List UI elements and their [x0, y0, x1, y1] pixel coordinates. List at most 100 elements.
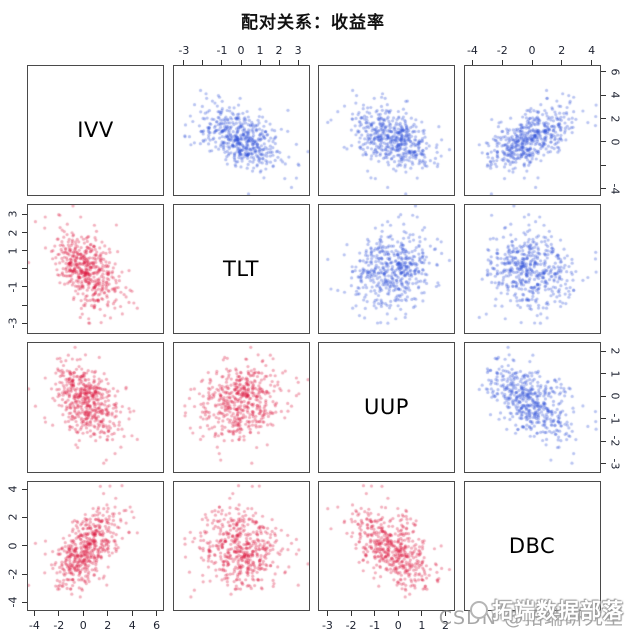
axis-tick-label: 0 [394, 619, 402, 632]
diag-panel-IVV: IVV [27, 65, 164, 196]
axis-tick-label: 1 [418, 619, 426, 632]
axis-tick-label: 4 [128, 619, 136, 632]
axis-tick [202, 60, 204, 65]
scatter-canvas [464, 204, 600, 334]
scatter-canvas [28, 343, 163, 472]
axis-tick [183, 60, 185, 65]
axis-tick [600, 395, 606, 397]
scatter-panel-TLT-vs-UUP [318, 203, 455, 334]
axis-tick-label: -2 [6, 568, 20, 580]
brand-logo-icon [470, 601, 488, 619]
axis-tick [501, 60, 503, 65]
axis-tick-label: -3 [178, 44, 190, 57]
axis-tick [600, 71, 606, 73]
scatter-canvas [173, 343, 309, 472]
axis-tick [22, 573, 27, 575]
page-title: 配对关系：收益率 [241, 13, 385, 33]
axis-tick-label: 2 [6, 513, 20, 521]
axis-tick-label: 2 [558, 44, 566, 57]
axis-tick [561, 60, 563, 65]
axis-tick-label: -4 [608, 183, 621, 194]
scatter-panel-DBC-vs-IVV [27, 480, 164, 611]
scatter-canvas [28, 204, 163, 334]
scatter-canvas [464, 66, 600, 195]
axis-tick [278, 60, 280, 65]
axis-tick-label: -4 [6, 597, 20, 608]
axis-tick [22, 516, 27, 518]
scatter-panel-UUP-vs-DBC [463, 342, 601, 473]
axis-tick [22, 286, 27, 288]
axis-tick [350, 611, 352, 616]
axis-tick [22, 601, 27, 603]
axis-tick [131, 611, 133, 616]
axis-tick-label: 0 [528, 44, 536, 57]
axis-tick-label: 2 [275, 44, 283, 57]
axis-tick-label: 4 [6, 485, 20, 493]
axis-tick-label: 3 [6, 210, 20, 218]
axis-tick [297, 60, 299, 65]
axis-tick [445, 611, 447, 616]
axis-tick-label: -1 [216, 44, 228, 57]
axis-tick [397, 611, 399, 616]
axis-tick [600, 350, 606, 352]
axis-tick [600, 418, 606, 419]
axis-tick-label: 6 [153, 619, 161, 632]
axis-tick [600, 164, 606, 166]
axis-tick [22, 488, 27, 490]
scatter-canvas [319, 204, 454, 334]
scatter-panel-DBC-vs-UUP [318, 480, 455, 611]
axis-tick [600, 373, 606, 374]
axis-tick-label: -4 [28, 619, 40, 632]
axis-tick [600, 463, 606, 464]
axis-tick [374, 611, 376, 616]
axis-tick-label: 3 [294, 44, 302, 57]
axis-tick [156, 611, 158, 616]
axis-tick [221, 60, 223, 65]
scatter-panel-UUP-vs-TLT [172, 342, 310, 473]
axis-tick-label: -2 [496, 44, 508, 57]
axis-tick [22, 545, 27, 547]
watermark-brand: 拓端数据部落 [470, 595, 624, 625]
axis-tick [22, 232, 27, 233]
scatter-panel-IVV-vs-UUP [318, 65, 455, 196]
axis-tick [82, 611, 84, 616]
axis-tick [259, 60, 261, 65]
diag-panel-UUP: UUP [318, 342, 455, 473]
scatter-canvas [319, 66, 454, 195]
axis-tick [22, 250, 27, 252]
axis-tick-label: -2 [53, 619, 65, 632]
var-label-TLT: TLT [223, 256, 259, 281]
diag-panel-TLT: TLT [172, 203, 310, 334]
axis-tick [600, 440, 606, 442]
var-label-IVV: IVV [77, 118, 114, 143]
axis-tick-label: 6 [608, 68, 621, 76]
axis-tick [58, 611, 60, 616]
axis-tick-label: 4 [588, 44, 596, 57]
axis-tick [600, 141, 606, 143]
axis-tick [600, 94, 606, 96]
scatter-panel-DBC-vs-TLT [172, 480, 310, 611]
axis-tick [22, 304, 27, 306]
scatter-panel-IVV-vs-TLT [172, 65, 310, 196]
scatter-panel-TLT-vs-DBC [463, 203, 601, 334]
axis-tick-label: -1 [6, 281, 20, 293]
axis-tick-label: 2 [442, 619, 450, 632]
axis-tick-label: -3 [321, 619, 333, 632]
axis-tick-label: -3 [6, 317, 20, 329]
axis-tick [591, 60, 593, 65]
axis-tick [22, 213, 27, 215]
scatter-canvas [173, 66, 309, 195]
axis-tick-label: -4 [466, 44, 478, 57]
axis-tick [107, 611, 109, 616]
axis-tick-label: -1 [369, 619, 381, 632]
axis-tick-label: 2 [608, 347, 621, 355]
var-label-DBC: DBC [508, 533, 556, 558]
axis-tick [471, 60, 473, 65]
axis-tick [22, 268, 27, 270]
axis-tick [600, 188, 606, 189]
axis-tick [531, 60, 533, 65]
axis-tick-label: 0 [237, 44, 245, 57]
axis-tick [600, 118, 606, 120]
watermark-brand-text: 拓端数据部落 [492, 599, 624, 623]
